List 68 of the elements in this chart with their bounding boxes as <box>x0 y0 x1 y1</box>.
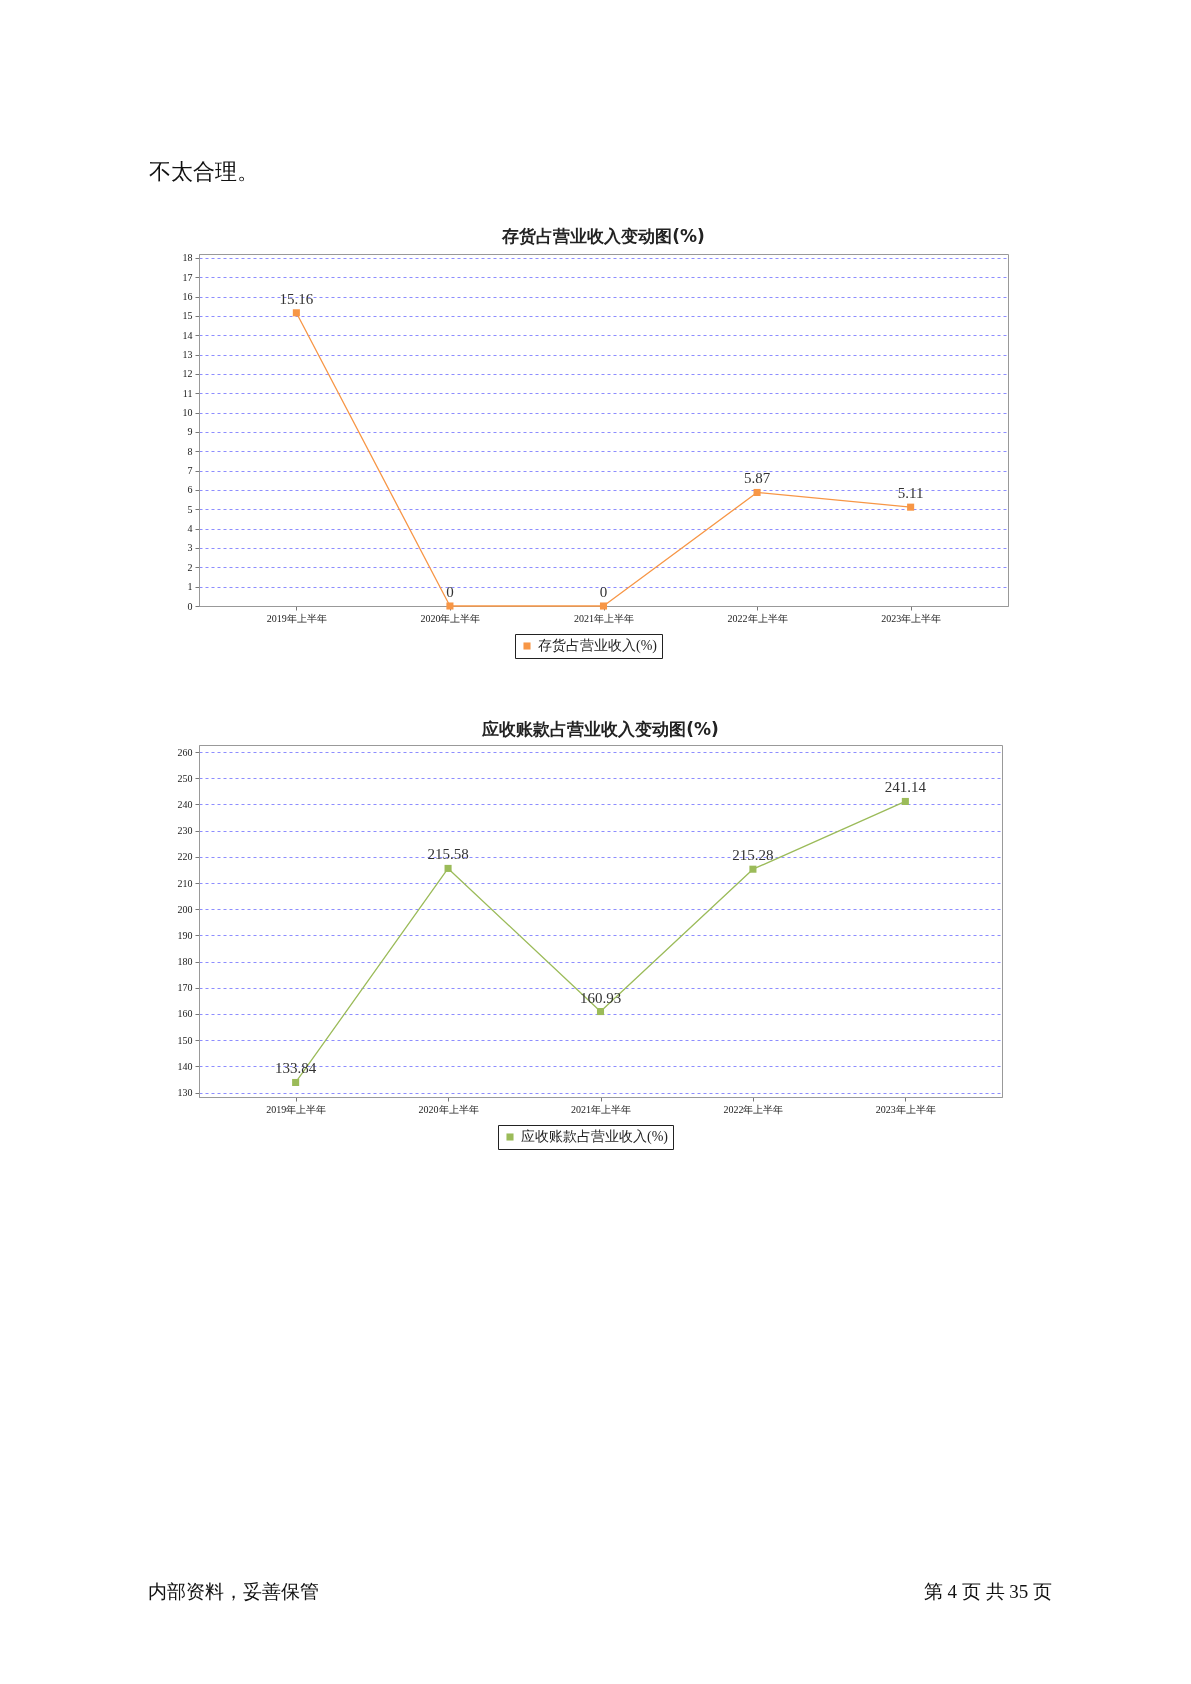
y-tick-label: 7 <box>187 465 193 477</box>
legend-label: 存货占营业收入(%) <box>538 638 658 654</box>
data-label: 5.11 <box>897 485 924 502</box>
y-tick-label: 15 <box>182 310 193 322</box>
x-tick-label: 2020年上半年 <box>420 612 481 624</box>
x-tick-label: 2023年上半年 <box>881 612 942 624</box>
data-label: 215.28 <box>732 847 774 864</box>
chart-title: 存货占营业收入变动图(%) <box>501 226 705 246</box>
point <box>599 602 608 610</box>
x-tick-label: 2019年上半年 <box>266 1103 327 1115</box>
data-label: 5.87 <box>743 470 771 487</box>
y-tick-label: 2 <box>187 561 193 573</box>
y-tick-label: 13 <box>182 349 193 361</box>
y-tick-label: 130 <box>177 1087 193 1099</box>
data-label: 0 <box>446 584 454 600</box>
y-tick-label: 17 <box>182 271 193 283</box>
point <box>292 309 300 317</box>
data-label: 15.16 <box>279 290 314 307</box>
x-tick-label: 2022年上半年 <box>723 1103 784 1115</box>
legend-label: 应收账款占营业收入(%) <box>521 1129 669 1145</box>
point <box>901 797 909 805</box>
y-tick-label: 210 <box>177 877 193 889</box>
x-tick-label: 2020年上半年 <box>418 1103 479 1115</box>
y-tick-label: 4 <box>187 523 193 535</box>
y-tick-label: 150 <box>177 1034 193 1046</box>
chart-title: 应收账款占营业收入变动图(%) <box>481 719 719 739</box>
x-tick-label: 2021年上半年 <box>571 1103 631 1115</box>
y-tick-label: 5 <box>187 503 193 515</box>
y-tick-label: 220 <box>177 851 193 863</box>
y-tick-label: 10 <box>182 407 193 419</box>
y-tick-label: 6 <box>187 484 193 496</box>
y-tick-label: 9 <box>187 426 193 438</box>
y-tick-label: 16 <box>182 291 193 303</box>
data-label: 215.58 <box>427 846 469 863</box>
y-tick-label: 3 <box>187 542 193 554</box>
y-tick-label: 8 <box>187 445 193 457</box>
text: 不太合理。 <box>149 159 259 184</box>
point <box>446 602 454 610</box>
point <box>444 864 452 872</box>
x-tick-label: 2021年上半年 <box>574 612 634 624</box>
y-tick-label: 250 <box>177 772 193 784</box>
x-tick-label: 2019年上半年 <box>266 612 327 624</box>
y-tick-label: 12 <box>182 368 193 380</box>
y-tick-label: 170 <box>177 982 193 994</box>
point <box>292 1078 300 1087</box>
y-tick-label: 140 <box>177 1060 193 1072</box>
point <box>753 488 761 497</box>
y-tick-label: 240 <box>177 798 193 810</box>
data-label: 0 <box>599 584 608 600</box>
point <box>907 503 915 511</box>
x-tick-label: 2022年上半年 <box>727 612 788 624</box>
point <box>749 865 757 873</box>
y-tick-label: 11 <box>182 387 193 399</box>
y-tick-label: 18 <box>182 252 193 264</box>
data-label: 241.14 <box>884 779 927 796</box>
text: 内部资料，妥善保管 <box>148 1581 319 1602</box>
y-tick-label: 1 <box>187 581 193 593</box>
y-tick-label: 160 <box>177 1008 193 1020</box>
y-tick-label: 230 <box>177 825 193 837</box>
y-tick-label: 260 <box>177 746 193 758</box>
y-tick-label: 0 <box>187 600 193 612</box>
point <box>596 1008 605 1016</box>
x-tick-label: 2023年上半年 <box>875 1103 936 1115</box>
y-tick-label: 180 <box>177 956 193 968</box>
y-tick-label: 190 <box>177 929 193 941</box>
y-tick-label: 200 <box>177 903 193 915</box>
y-tick-label: 14 <box>182 329 193 341</box>
text: 第 4 页 共 35 页 <box>923 1581 1052 1602</box>
